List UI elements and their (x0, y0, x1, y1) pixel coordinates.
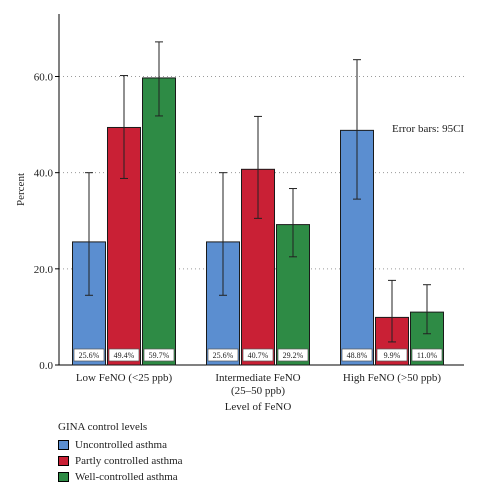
x-tick-label-1-1: (25–50 ppb) (231, 385, 285, 397)
data-label-box-0-2 (341, 348, 373, 362)
x-tick-label-1-0: Intermediate FeNO (215, 372, 300, 384)
legend-label-partly-controlled: Partly controlled asthma (75, 454, 183, 467)
data-label-box-0-0 (73, 348, 105, 362)
legend-title: GINA control levels (58, 421, 148, 433)
data-label-box-1-2 (376, 348, 408, 362)
y-tick-label-1: 20.0 (34, 264, 54, 276)
data-label-2-1: 29.2% (283, 351, 304, 360)
data-label-box-2-1 (277, 348, 309, 362)
legend-item-partly-controlled: Partly controlled asthma (58, 453, 183, 468)
error-bars-annotation: Error bars: 95CI (392, 123, 464, 135)
legend-label-uncontrolled: Uncontrolled asthma (75, 438, 167, 451)
bar-2-0 (142, 77, 176, 366)
legend-item-well-controlled: Well-controlled asthma (58, 469, 183, 484)
y-tick-label-2: 40.0 (34, 168, 54, 180)
data-label-1-0: 49.4% (114, 351, 135, 360)
legend-label-well-controlled: Well-controlled asthma (75, 470, 178, 483)
legend-swatch-well-controlled (58, 471, 69, 482)
data-label-2-2: 11.0% (417, 351, 438, 360)
data-label-0-1: 25.6% (213, 351, 234, 360)
legend-item-uncontrolled: Uncontrolled asthma (58, 437, 183, 452)
x-axis-title: Level of FeNO (225, 401, 292, 413)
data-label-box-1-0 (108, 348, 140, 362)
y-tick-label-3: 60.0 (34, 72, 54, 84)
data-label-box-0-1 (207, 348, 239, 362)
y-axis-title: Percent (15, 173, 27, 206)
legend-swatch-partly-controlled (58, 455, 69, 466)
data-label-1-1: 40.7% (248, 351, 269, 360)
data-label-box-2-2 (411, 348, 443, 362)
data-label-0-2: 48.8% (347, 351, 368, 360)
data-label-2-0: 59.7% (149, 351, 170, 360)
data-label-box-2-0 (143, 348, 175, 362)
legend-swatch-uncontrolled (58, 439, 69, 450)
data-label-0-0: 25.6% (79, 351, 100, 360)
y-tick-label-0: 0.0 (39, 360, 53, 372)
data-label-box-1-1 (242, 348, 274, 362)
legend: GINA control levels Uncontrolled asthma … (58, 421, 183, 485)
data-label-1-2: 9.9% (384, 351, 401, 360)
x-tick-label-0-0: Low FeNO (<25 ppb) (76, 372, 173, 384)
x-tick-label-2-0: High FeNO (>50 ppb) (343, 372, 442, 384)
